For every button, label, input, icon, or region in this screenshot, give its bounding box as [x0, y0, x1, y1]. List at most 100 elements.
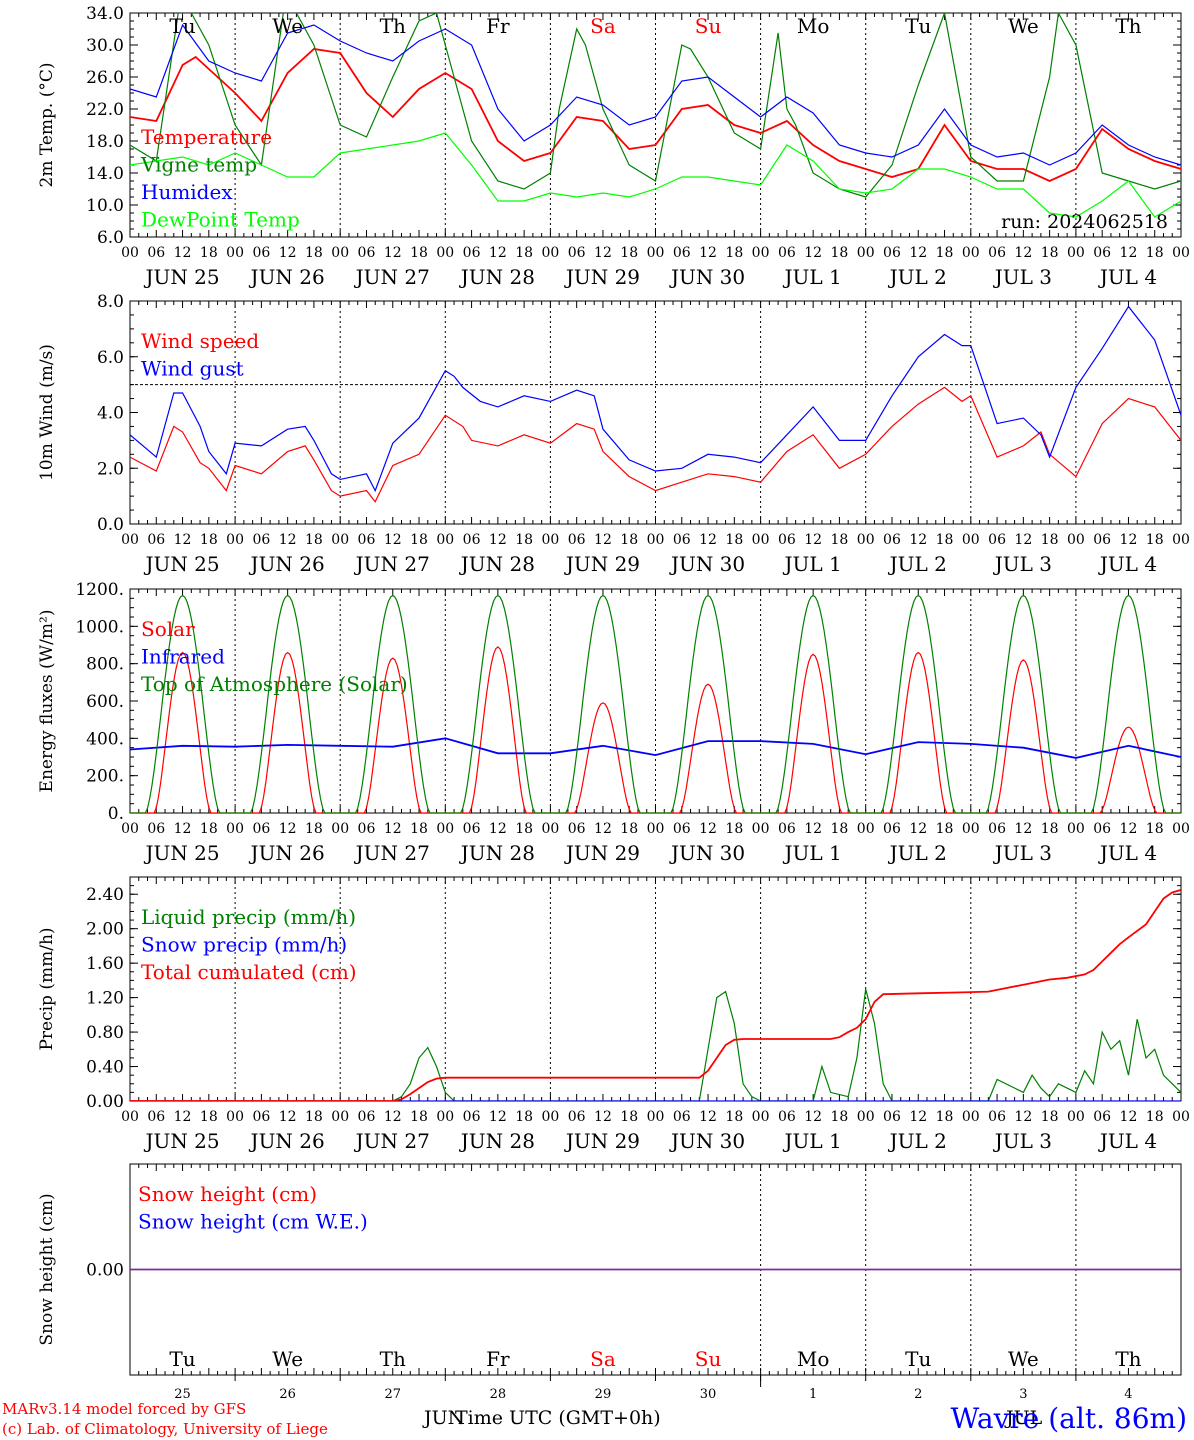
date-label: JUL 1 [783, 841, 842, 865]
hour-label: 12 [1014, 821, 1032, 837]
hour-label: 18 [1041, 821, 1059, 837]
day-number-label: 26 [279, 1387, 296, 1402]
day-number-label: 28 [490, 1387, 507, 1402]
hour-label: 00 [962, 1109, 980, 1125]
hour-label: 18 [1041, 245, 1059, 261]
date-label: JUL 2 [888, 265, 947, 289]
date-label: JUN 26 [249, 265, 325, 289]
hour-label: 06 [778, 532, 796, 548]
y-axis-label: Energy fluxes (W/m²) [37, 610, 57, 793]
hour-label: 18 [1041, 1109, 1059, 1125]
date-label: JUL 4 [1098, 265, 1157, 289]
hour-label: 12 [699, 245, 717, 261]
hour-label: 06 [147, 1109, 165, 1125]
weekday-label: Th [380, 14, 406, 38]
hour-label: 00 [1172, 1109, 1190, 1125]
hour-label: 12 [699, 821, 717, 837]
hour-label: 18 [305, 532, 323, 548]
hour-label: 18 [515, 245, 533, 261]
hour-label: 00 [226, 245, 244, 261]
hour-label: 12 [594, 1109, 612, 1125]
hour-label: 18 [936, 821, 954, 837]
weekday-label: Th [1115, 1347, 1141, 1371]
hour-label: 06 [673, 821, 691, 837]
legend-entry: Snow precip (mm/h) [141, 933, 347, 957]
hour-label: 00 [647, 532, 665, 548]
y-axis-label: Snow height (cm) [37, 1193, 57, 1345]
series-temperature [130, 48, 1181, 182]
hour-label: 12 [909, 245, 927, 261]
hour-label: 00 [1172, 532, 1190, 548]
hour-label: 12 [804, 532, 822, 548]
y-tick-label: 14.0 [86, 164, 124, 184]
hour-label: 18 [725, 245, 743, 261]
hour-label: 18 [831, 245, 849, 261]
date-label: JUN 29 [564, 265, 640, 289]
hour-label: 06 [463, 532, 481, 548]
legend-entry: Solar [141, 617, 195, 641]
x-axis-label: Time UTC (GMT+0h) [455, 1407, 661, 1429]
date-label: JUN 25 [143, 552, 219, 576]
date-label: JUN 30 [669, 552, 745, 576]
hour-label: 00 [541, 532, 559, 548]
footer-lab-credit: (c) Lab. of Climatology, University of L… [2, 1420, 328, 1438]
y-axis-label: Precip (mm/h) [37, 927, 57, 1050]
legend-entry: Infrared [141, 645, 225, 669]
day-number-label: 27 [384, 1387, 401, 1402]
hour-label: 18 [725, 1109, 743, 1125]
hour-label: 06 [358, 532, 376, 548]
y-axis-label: 10m Wind (m/s) [37, 344, 57, 481]
hour-label: 18 [200, 1109, 218, 1125]
hour-label: 12 [699, 1109, 717, 1125]
hour-label: 06 [988, 1109, 1006, 1125]
hour-label: 00 [962, 532, 980, 548]
y-tick-label: 18.0 [86, 132, 124, 152]
hour-label: 00 [121, 245, 139, 261]
hour-label: 12 [1014, 245, 1032, 261]
y-tick-label: 1.20 [86, 989, 124, 1009]
hour-label: 06 [1093, 1109, 1111, 1125]
y-tick-label: 6.0 [97, 348, 124, 368]
hour-label: 00 [331, 821, 349, 837]
hour-label: 18 [305, 1109, 323, 1125]
hour-label: 12 [279, 1109, 297, 1125]
hour-label: 00 [331, 245, 349, 261]
hour-label: 00 [752, 245, 770, 261]
series-humidex [130, 23, 1181, 166]
hour-label: 06 [883, 1109, 901, 1125]
hour-label: 00 [857, 1109, 875, 1125]
legend-entry: Wind speed [141, 329, 259, 353]
date-label: JUN 26 [249, 552, 325, 576]
hour-label: 12 [1120, 532, 1138, 548]
hour-label: 00 [1172, 245, 1190, 261]
weekday-label: Fr [486, 1347, 510, 1371]
date-label: JUN 30 [669, 841, 745, 865]
hour-label: 06 [252, 245, 270, 261]
date-label: JUL 3 [993, 841, 1052, 865]
hour-label: 06 [147, 821, 165, 837]
footer-model-credit: MARv3.14 model forced by GFS [2, 1400, 246, 1418]
hour-label: 12 [699, 532, 717, 548]
series-dewpoint-temp [130, 132, 1181, 218]
date-label: JUN 25 [143, 1129, 219, 1153]
date-label: JUN 29 [564, 841, 640, 865]
hour-label: 06 [1093, 821, 1111, 837]
day-number-label: 1 [809, 1387, 817, 1402]
hour-label: 12 [909, 821, 927, 837]
hour-label: 12 [1014, 1109, 1032, 1125]
hour-label: 12 [489, 245, 507, 261]
hour-label: 18 [410, 821, 428, 837]
y-tick-label: 22.0 [86, 100, 124, 120]
hour-label: 12 [279, 245, 297, 261]
y-tick-label: 8.0 [97, 292, 124, 312]
y-tick-label: 2.0 [97, 459, 124, 479]
day-number-label: 2 [914, 1387, 922, 1402]
day-number-label: 30 [700, 1387, 717, 1402]
hour-label: 12 [1120, 1109, 1138, 1125]
hour-label: 12 [174, 532, 192, 548]
day-number-label: 29 [595, 1387, 612, 1402]
hour-label: 18 [620, 532, 638, 548]
hour-label: 18 [620, 1109, 638, 1125]
hour-label: 12 [594, 821, 612, 837]
